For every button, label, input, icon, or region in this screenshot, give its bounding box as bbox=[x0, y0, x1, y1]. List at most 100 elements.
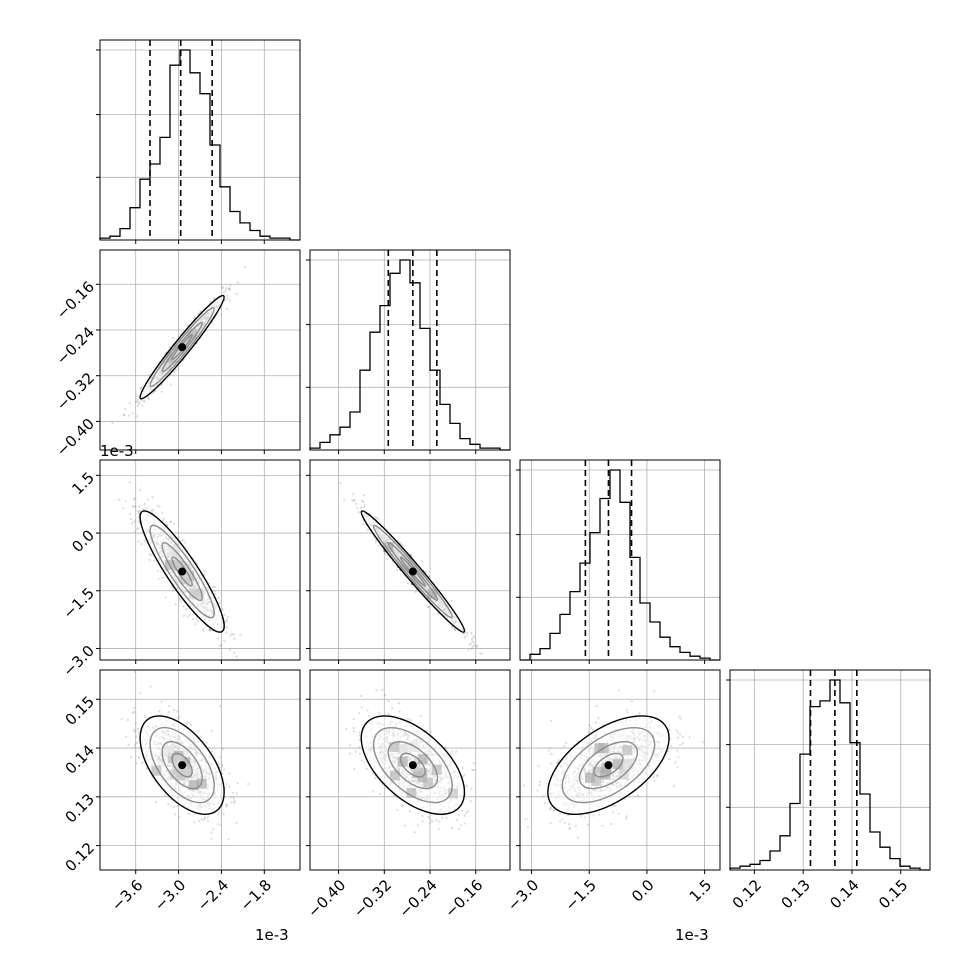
scatter-point bbox=[235, 655, 238, 658]
scatter-point bbox=[614, 804, 617, 807]
scatter-point bbox=[353, 767, 356, 771]
density-peak bbox=[178, 343, 187, 352]
scatter-point bbox=[172, 522, 176, 525]
x-tick-label: −0.24 bbox=[396, 876, 441, 921]
scatter-point bbox=[468, 643, 471, 646]
scatter-point bbox=[174, 603, 177, 606]
scatter-point bbox=[130, 517, 133, 521]
scatter-point bbox=[157, 577, 160, 580]
scatter-point bbox=[221, 764, 224, 767]
scatter-point bbox=[219, 824, 223, 827]
scatter-point bbox=[356, 507, 359, 510]
scatter-point bbox=[183, 541, 187, 544]
scatter-point bbox=[358, 746, 361, 749]
scatter-point bbox=[381, 688, 384, 691]
scatter-point bbox=[128, 401, 131, 405]
scatter-point bbox=[147, 396, 150, 399]
scatter-point bbox=[185, 608, 188, 611]
scatter-point bbox=[453, 627, 456, 630]
scatter-point bbox=[466, 632, 469, 635]
scatter-point bbox=[387, 699, 390, 703]
scatter-point bbox=[360, 706, 363, 709]
scatter-point bbox=[134, 722, 137, 725]
scatter-point bbox=[449, 753, 452, 756]
scatter-point bbox=[131, 711, 135, 714]
scatter-point bbox=[137, 402, 140, 406]
panel-content bbox=[310, 670, 510, 870]
scatter-point bbox=[158, 505, 161, 508]
scatter-point bbox=[120, 717, 123, 721]
scatter-point bbox=[349, 752, 352, 755]
scatter-point bbox=[357, 712, 361, 715]
scatter-point bbox=[420, 560, 423, 563]
panel-frame bbox=[729, 669, 931, 871]
scatter-point bbox=[133, 743, 137, 746]
y-tick-label: 0.0 bbox=[68, 526, 98, 556]
scatter-point bbox=[230, 632, 234, 635]
scatter-point bbox=[236, 782, 239, 785]
scatter-point bbox=[132, 729, 136, 732]
x-tick-label: −0.16 bbox=[441, 876, 486, 921]
scatter-point bbox=[348, 744, 352, 747]
scatter-point bbox=[182, 539, 185, 542]
scatter-point bbox=[467, 810, 470, 813]
scatter-point bbox=[229, 634, 232, 637]
scatter-point bbox=[459, 824, 462, 827]
scatter-point bbox=[143, 539, 146, 542]
panel-frame bbox=[99, 669, 301, 871]
y-tick-label: −3.0 bbox=[60, 642, 98, 680]
scatter-point bbox=[358, 731, 361, 734]
scatter-point bbox=[137, 395, 140, 398]
scatter-point bbox=[362, 500, 365, 504]
scatter-point bbox=[553, 809, 556, 812]
scatter-point bbox=[463, 814, 466, 817]
scatter-point bbox=[128, 512, 131, 515]
scatter-point bbox=[206, 816, 209, 819]
scatter-point bbox=[160, 384, 163, 387]
scatter-point bbox=[176, 804, 179, 808]
scatter-point bbox=[235, 821, 238, 825]
scatter-point bbox=[216, 637, 220, 640]
scatter-point bbox=[177, 815, 181, 819]
scatter-point bbox=[225, 287, 228, 290]
scatter-point bbox=[178, 715, 181, 718]
scatter-point bbox=[472, 768, 475, 771]
scatter-point bbox=[365, 767, 368, 770]
scatter-point bbox=[406, 718, 410, 721]
x-tick-label: −1.8 bbox=[237, 876, 275, 914]
scatter-point bbox=[224, 289, 227, 292]
scatter-point bbox=[160, 700, 163, 703]
scatter-point bbox=[471, 768, 474, 772]
scatter-point bbox=[233, 799, 236, 802]
scatter-point bbox=[140, 385, 143, 389]
y-tick-label: 0.12 bbox=[62, 839, 98, 875]
scatter-point bbox=[122, 414, 125, 417]
scatter-point bbox=[396, 809, 399, 812]
histogram-step bbox=[520, 469, 720, 661]
x-tick-label: −2.4 bbox=[194, 876, 232, 914]
scatter-point bbox=[217, 596, 220, 599]
scatter-point bbox=[387, 712, 390, 716]
scatter-point bbox=[151, 495, 154, 499]
scatter-point bbox=[213, 590, 216, 593]
scatter-point bbox=[228, 287, 231, 290]
scatter-point bbox=[126, 718, 129, 722]
scatter-point bbox=[451, 750, 454, 753]
scatter-point bbox=[435, 819, 438, 822]
scatter-point bbox=[221, 747, 224, 750]
scatter-point bbox=[406, 581, 410, 585]
scatter-point bbox=[472, 635, 475, 638]
scatter-point bbox=[396, 568, 399, 571]
scatter-point bbox=[148, 553, 152, 556]
scatter-point bbox=[111, 422, 114, 425]
scatter-point bbox=[208, 628, 211, 631]
scatter-point bbox=[224, 620, 228, 623]
scatter-point bbox=[157, 361, 160, 364]
scatter-point bbox=[118, 498, 121, 501]
scatter-point bbox=[152, 391, 155, 394]
scatter-point bbox=[220, 643, 223, 647]
scatter-point bbox=[426, 605, 430, 608]
scatter-point bbox=[472, 641, 475, 644]
scatter-point bbox=[167, 802, 170, 805]
scatter-point bbox=[169, 520, 172, 523]
